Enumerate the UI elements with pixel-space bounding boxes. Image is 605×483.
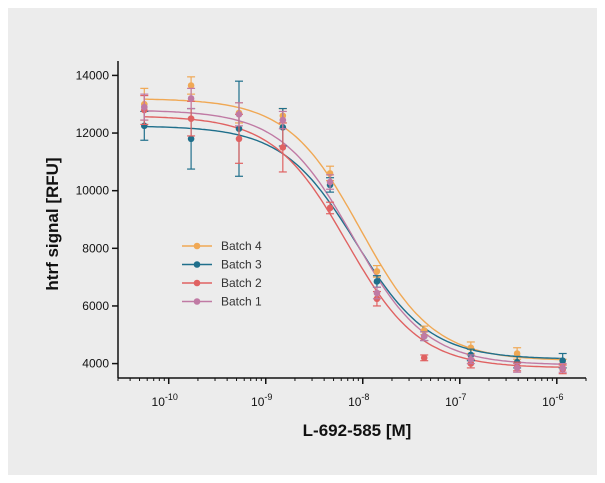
legend-marker [193,261,201,268]
x-tick-label: 10-8 [348,392,369,409]
data-point-batch-2 [420,354,428,362]
legend-label: Batch 1 [221,295,262,309]
data-point-batch-1 [187,95,195,102]
chart-panel: 4000 6000 8000 10000 12000 14000 10-10 10-9 10-8… [8,8,597,475]
data-point-batch-3 [373,278,381,285]
fit-curve-batch-1 [144,110,563,365]
legend-marker [193,242,201,250]
data-point-batch-1 [420,332,428,340]
legend-marker [193,298,201,305]
y-tick-label: 8000 [82,241,109,255]
data-point-batch-1 [373,289,381,297]
x-tick-label: 10-7 [445,392,466,409]
data-point-batch-1 [235,111,243,118]
fit-curve-batch-2 [144,116,563,368]
y-tick-label: 10000 [76,184,110,198]
data-point-batch-1 [279,116,287,124]
x-tick-label: 10-9 [251,392,272,409]
data-point-batch-1 [467,355,475,363]
y-tick-label: 14000 [76,68,110,82]
fit-curve-batch-3 [144,125,563,360]
x-tick-label: 10-10 [152,392,178,409]
chart-svg: 4000 6000 8000 10000 12000 14000 10-10 10-9 10-8… [43,61,587,440]
y-tick-label: 12000 [76,126,110,140]
legend-label: Batch 3 [221,258,262,272]
legend-label: Batch 4 [221,239,262,253]
data-point-batch-3 [559,357,566,365]
legend-marker [193,279,201,287]
y-axis-title: htrf signal [RFU] [43,157,62,290]
x-tick-label: 10-6 [542,392,563,409]
x-axis-title: L-692-585 [M] [303,421,412,440]
plot-area: 4000 6000 8000 10000 12000 14000 10-10 10-9 10-8… [76,61,587,409]
data-point-batch-4 [373,268,381,275]
data-point-batch-1 [140,103,148,111]
data-point-batch-3 [187,135,195,143]
data-point-batch-2 [279,144,287,151]
data-point-batch-2 [326,204,334,212]
fit-curve-batch-4 [144,98,563,361]
y-tick-label: 6000 [82,299,109,313]
data-point-batch-1 [559,364,566,372]
data-point-batch-1 [326,178,334,186]
data-point-batch-2 [235,135,243,143]
y-tick-label: 4000 [82,357,109,371]
legend-label: Batch 2 [221,276,262,290]
data-point-batch-2 [187,115,195,122]
data-point-batch-1 [513,364,521,372]
data-point-batch-4 [187,82,195,89]
data-point-batch-4 [513,350,521,357]
